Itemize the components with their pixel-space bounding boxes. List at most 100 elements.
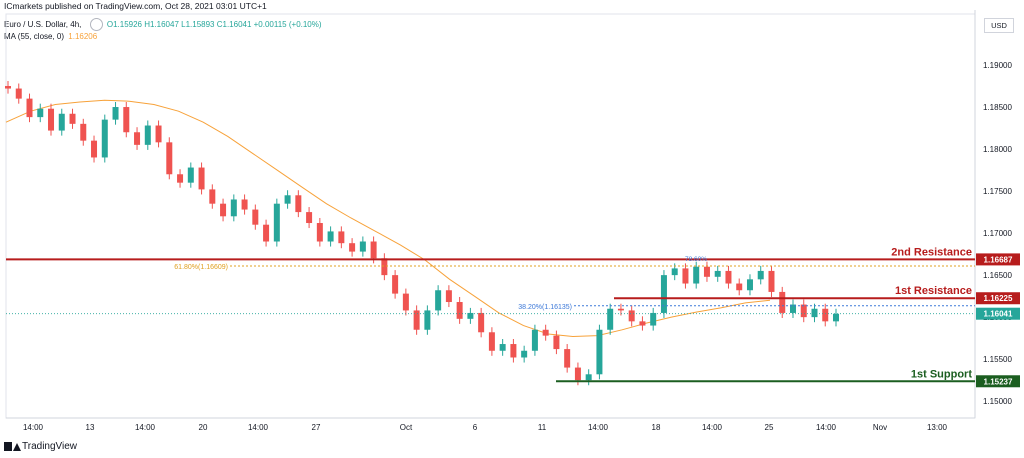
y-tick-label: 1.17000 — [983, 229, 1012, 238]
x-tick-label: 20 — [199, 423, 208, 432]
candle-body — [596, 329, 603, 375]
candle-body — [488, 332, 495, 351]
symbol-ohlc-line: Euro / U.S. Dollar, 4h, O1.15926 H1.1604… — [4, 18, 324, 31]
ma-value: 1.16206 — [68, 32, 98, 41]
candle-body — [177, 174, 184, 183]
candle-body — [521, 350, 528, 358]
candle-body — [69, 113, 76, 124]
candle-body — [370, 241, 377, 259]
last-price-tag-label: 1.16041 — [984, 310, 1013, 319]
candle-body — [284, 195, 291, 204]
price-tag-bg — [976, 375, 1020, 388]
price-tag-label: 1.15237 — [984, 377, 1013, 386]
candle-body — [413, 310, 420, 330]
candle-body — [392, 275, 399, 294]
x-tick-label: 14:00 — [588, 423, 609, 432]
candle-body — [757, 270, 764, 280]
ma-label: MA (55, close, 0) — [4, 32, 65, 41]
price-tag-label: 1.16225 — [984, 294, 1013, 303]
candle-body — [80, 123, 87, 141]
candle-body — [198, 167, 205, 190]
tradingview-icon — [4, 442, 21, 451]
candle-body — [467, 312, 474, 319]
candle-body — [574, 367, 581, 381]
candle-body — [499, 344, 506, 351]
candle-body — [58, 113, 65, 131]
candle-body — [155, 125, 162, 143]
candle-body — [789, 304, 796, 313]
candle-body — [833, 313, 839, 322]
candle-body — [542, 329, 549, 336]
x-tick-label: 13:00 — [927, 423, 948, 432]
x-tick-label: 11 — [538, 423, 547, 432]
candle-body — [693, 266, 700, 284]
candle-body — [639, 321, 646, 326]
candle-body — [37, 108, 44, 118]
candle-body — [381, 258, 388, 276]
level-annotation: 1st Resistance — [895, 285, 972, 297]
candle-body — [714, 270, 721, 277]
candle-body — [671, 268, 678, 276]
candle-body — [359, 241, 366, 252]
publisher-line: ICmarkets published on TradingView.com, … — [4, 1, 267, 11]
tradingview-logo[interactable]: TradingView — [4, 441, 77, 452]
candle-body — [628, 310, 635, 322]
candle-body — [811, 308, 818, 318]
candle-body — [510, 344, 517, 358]
candle-body — [220, 203, 227, 217]
candle-body — [327, 231, 334, 242]
candle-body — [650, 312, 657, 326]
plot-frame — [5, 13, 976, 419]
price-tag-label: 1.16687 — [984, 255, 1013, 264]
x-tick-label: 14:00 — [248, 423, 269, 432]
candle-body — [112, 107, 119, 120]
candle-body — [349, 243, 356, 252]
ma-legend: MA (55, close, 0) 1.16206 — [4, 32, 99, 41]
x-tick-label: 14:00 — [816, 423, 837, 432]
candle-body — [402, 293, 409, 311]
candle-body — [456, 302, 463, 319]
candle-body — [209, 189, 216, 204]
x-tick-label: 14:00 — [23, 423, 44, 432]
candle-body — [15, 88, 22, 99]
candle-body — [746, 279, 753, 291]
candle-body — [306, 212, 313, 224]
candle-body — [123, 107, 130, 133]
y-tick-label: 1.16500 — [983, 271, 1012, 280]
candle-body — [338, 231, 345, 244]
currency-badge[interactable]: USD — [984, 18, 1014, 33]
ma-55-line — [5, 99, 771, 338]
fib-label: 61.80%(1.16609) — [174, 264, 228, 271]
candle-body — [725, 270, 732, 284]
candle-body — [531, 329, 538, 351]
x-tick-label: 18 — [652, 423, 661, 432]
candle-body — [617, 308, 624, 311]
price-tag-bg — [976, 292, 1020, 305]
candle-body — [316, 223, 323, 242]
candle-body — [660, 275, 667, 313]
candle-body — [779, 291, 786, 313]
compare-circle-icon[interactable] — [89, 18, 103, 31]
x-tick-label: Oct — [400, 423, 413, 432]
candle-body — [166, 142, 173, 175]
candle-body — [101, 119, 108, 158]
candle-body — [187, 167, 194, 183]
candle-body — [435, 290, 442, 311]
y-tick-label: 1.15000 — [983, 397, 1012, 406]
candle-body — [5, 86, 11, 89]
tradingview-brand: TradingView — [22, 441, 78, 452]
x-tick-label: 14:00 — [135, 423, 156, 432]
x-tick-label: 13 — [86, 423, 95, 432]
price-tag-bg — [976, 253, 1020, 266]
y-tick-label: 1.17500 — [983, 187, 1012, 196]
candle-body — [241, 199, 248, 210]
candle-body — [424, 310, 431, 330]
candle-body — [564, 349, 571, 368]
symbol-label: Euro / U.S. Dollar, 4h, — [4, 19, 82, 29]
candle-body — [736, 283, 743, 291]
y-tick-label: 1.19000 — [983, 61, 1012, 70]
y-tick-label: 1.18000 — [983, 145, 1012, 154]
candle-body — [26, 98, 33, 118]
level-annotation: 2nd Resistance — [891, 246, 972, 258]
